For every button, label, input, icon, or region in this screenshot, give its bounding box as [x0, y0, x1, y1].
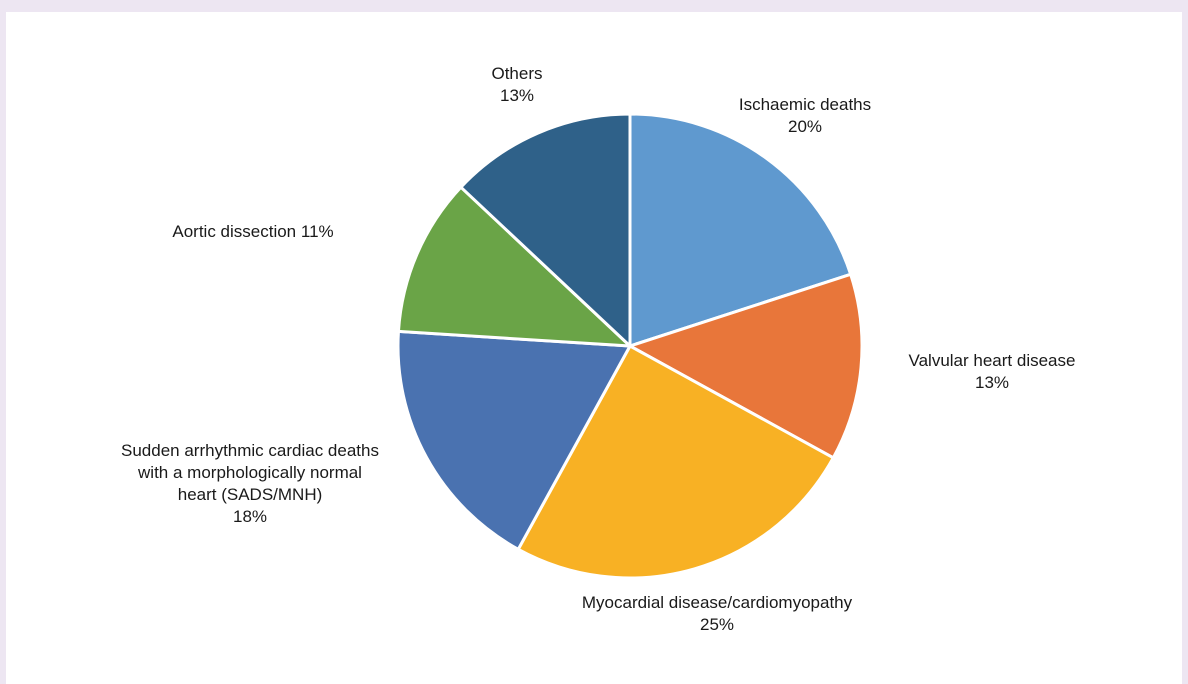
value-label: 18%	[232, 507, 268, 526]
pie-slice	[516, 344, 835, 580]
slice-label: Aortic dissection 11%	[103, 221, 403, 243]
slice-label: Valvular heart disease 13%	[872, 350, 1112, 394]
value-label: 25%	[699, 615, 735, 634]
pie-slice	[628, 112, 853, 348]
category-label: Ischaemic deaths	[738, 95, 872, 114]
value-label: 11%	[300, 222, 334, 241]
pie-slice	[459, 112, 632, 348]
category-label: Others	[491, 64, 543, 83]
value-label: 13%	[974, 373, 1010, 392]
slice-label: Sudden arrhythmic cardiac deaths with a …	[119, 440, 381, 528]
category-label: Valvular heart disease	[908, 351, 1076, 370]
pie-slice	[628, 272, 864, 460]
pie-slice	[396, 185, 632, 348]
slice-label: Others 13%	[457, 63, 577, 107]
category-label: Aortic dissection	[172, 222, 297, 241]
value-label: 13%	[499, 86, 535, 105]
value-label: 20%	[787, 117, 823, 136]
slice-label: Ischaemic deaths 20%	[695, 94, 915, 138]
slice-label: Myocardial disease/cardiomyopathy 25%	[537, 592, 897, 636]
category-label: Myocardial disease/cardiomyopathy	[581, 593, 853, 612]
pie-slice	[396, 329, 632, 551]
category-label: Sudden arrhythmic cardiac deaths with a …	[121, 441, 379, 504]
